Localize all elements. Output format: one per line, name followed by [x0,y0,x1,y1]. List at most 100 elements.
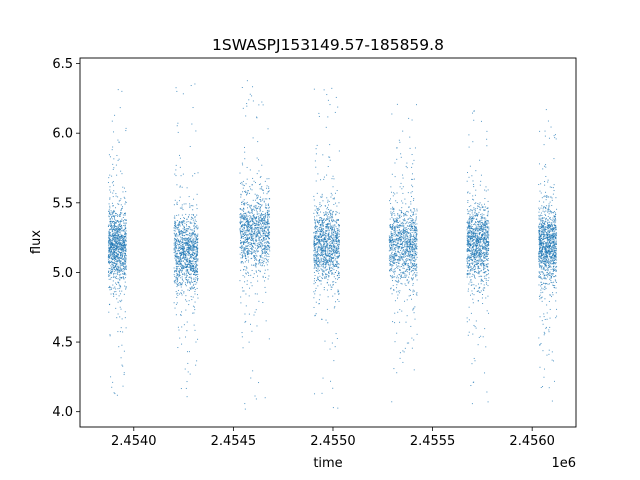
data-point [250,238,252,240]
data-point [267,253,269,255]
data-point [409,242,411,244]
data-point [194,249,196,251]
data-point [262,218,264,220]
data-point [396,226,398,228]
data-point [337,278,338,280]
data-point [319,206,321,208]
data-point [178,154,180,156]
data-point [330,192,332,194]
data-point [245,273,247,275]
data-point [398,245,400,247]
data-point [178,247,180,249]
data-point [196,208,198,210]
data-point [116,245,118,247]
data-point [193,232,195,234]
data-point [257,234,259,236]
data-point [252,86,254,88]
data-point [124,241,126,243]
data-point [244,158,246,160]
data-point [182,249,184,251]
data-point [108,262,110,264]
data-point [190,276,192,278]
data-point [109,273,111,275]
data-point [119,277,121,279]
data-point [313,195,315,197]
data-point [118,221,120,223]
data-point [336,270,338,272]
data-point [260,220,262,222]
data-point [111,261,113,263]
data-point [246,280,248,282]
data-point [116,228,118,230]
data-point [335,232,337,234]
data-point [182,239,184,241]
data-point [324,250,326,252]
data-point [325,276,327,278]
data-point [333,265,335,267]
data-point [246,204,248,206]
data-point [115,193,117,195]
data-point [241,235,243,237]
data-point [197,260,199,262]
data-point [391,401,393,403]
data-point [257,231,259,233]
data-point [188,196,190,198]
data-point [250,227,252,229]
data-point [322,154,324,156]
data-point [184,273,186,275]
data-point [116,246,118,248]
data-point [181,234,183,236]
data-point [413,257,415,259]
data-point [185,278,187,280]
data-point [125,130,127,132]
data-point [185,213,187,215]
data-point [249,212,251,214]
data-point [253,234,255,236]
data-point [263,218,265,220]
data-point [183,235,185,236]
data-point [266,178,268,180]
data-point [181,232,183,234]
data-point [410,210,412,212]
data-point [405,259,407,261]
data-point [114,236,116,238]
data-point [396,192,398,194]
data-point [124,258,126,260]
data-point [337,219,339,221]
data-point [395,244,397,246]
data-point [175,225,177,227]
data-point [329,238,331,240]
data-point [332,248,334,250]
data-point [175,238,177,240]
data-point [244,249,246,251]
data-point [392,226,394,228]
data-point [110,242,112,244]
data-point [118,265,120,267]
data-point [327,226,329,228]
data-point [413,199,415,201]
data-point [123,258,125,260]
data-point [121,364,123,366]
data-point [194,270,196,272]
data-point [119,270,121,272]
data-point [336,264,338,266]
data-point [175,303,177,305]
data-point [114,286,116,288]
data-point [327,246,329,248]
data-point [176,227,178,229]
data-point [319,275,321,277]
data-point [316,242,318,244]
data-point [194,255,196,257]
data-point [115,255,117,257]
data-point [315,148,317,150]
data-point [268,238,270,240]
data-point [321,239,323,241]
data-point [113,287,115,289]
data-point [246,178,248,180]
data-point [313,259,315,261]
data-point [119,239,121,241]
data-point [252,100,254,102]
data-point [260,223,262,225]
data-point [328,260,330,262]
data-point [174,253,176,255]
